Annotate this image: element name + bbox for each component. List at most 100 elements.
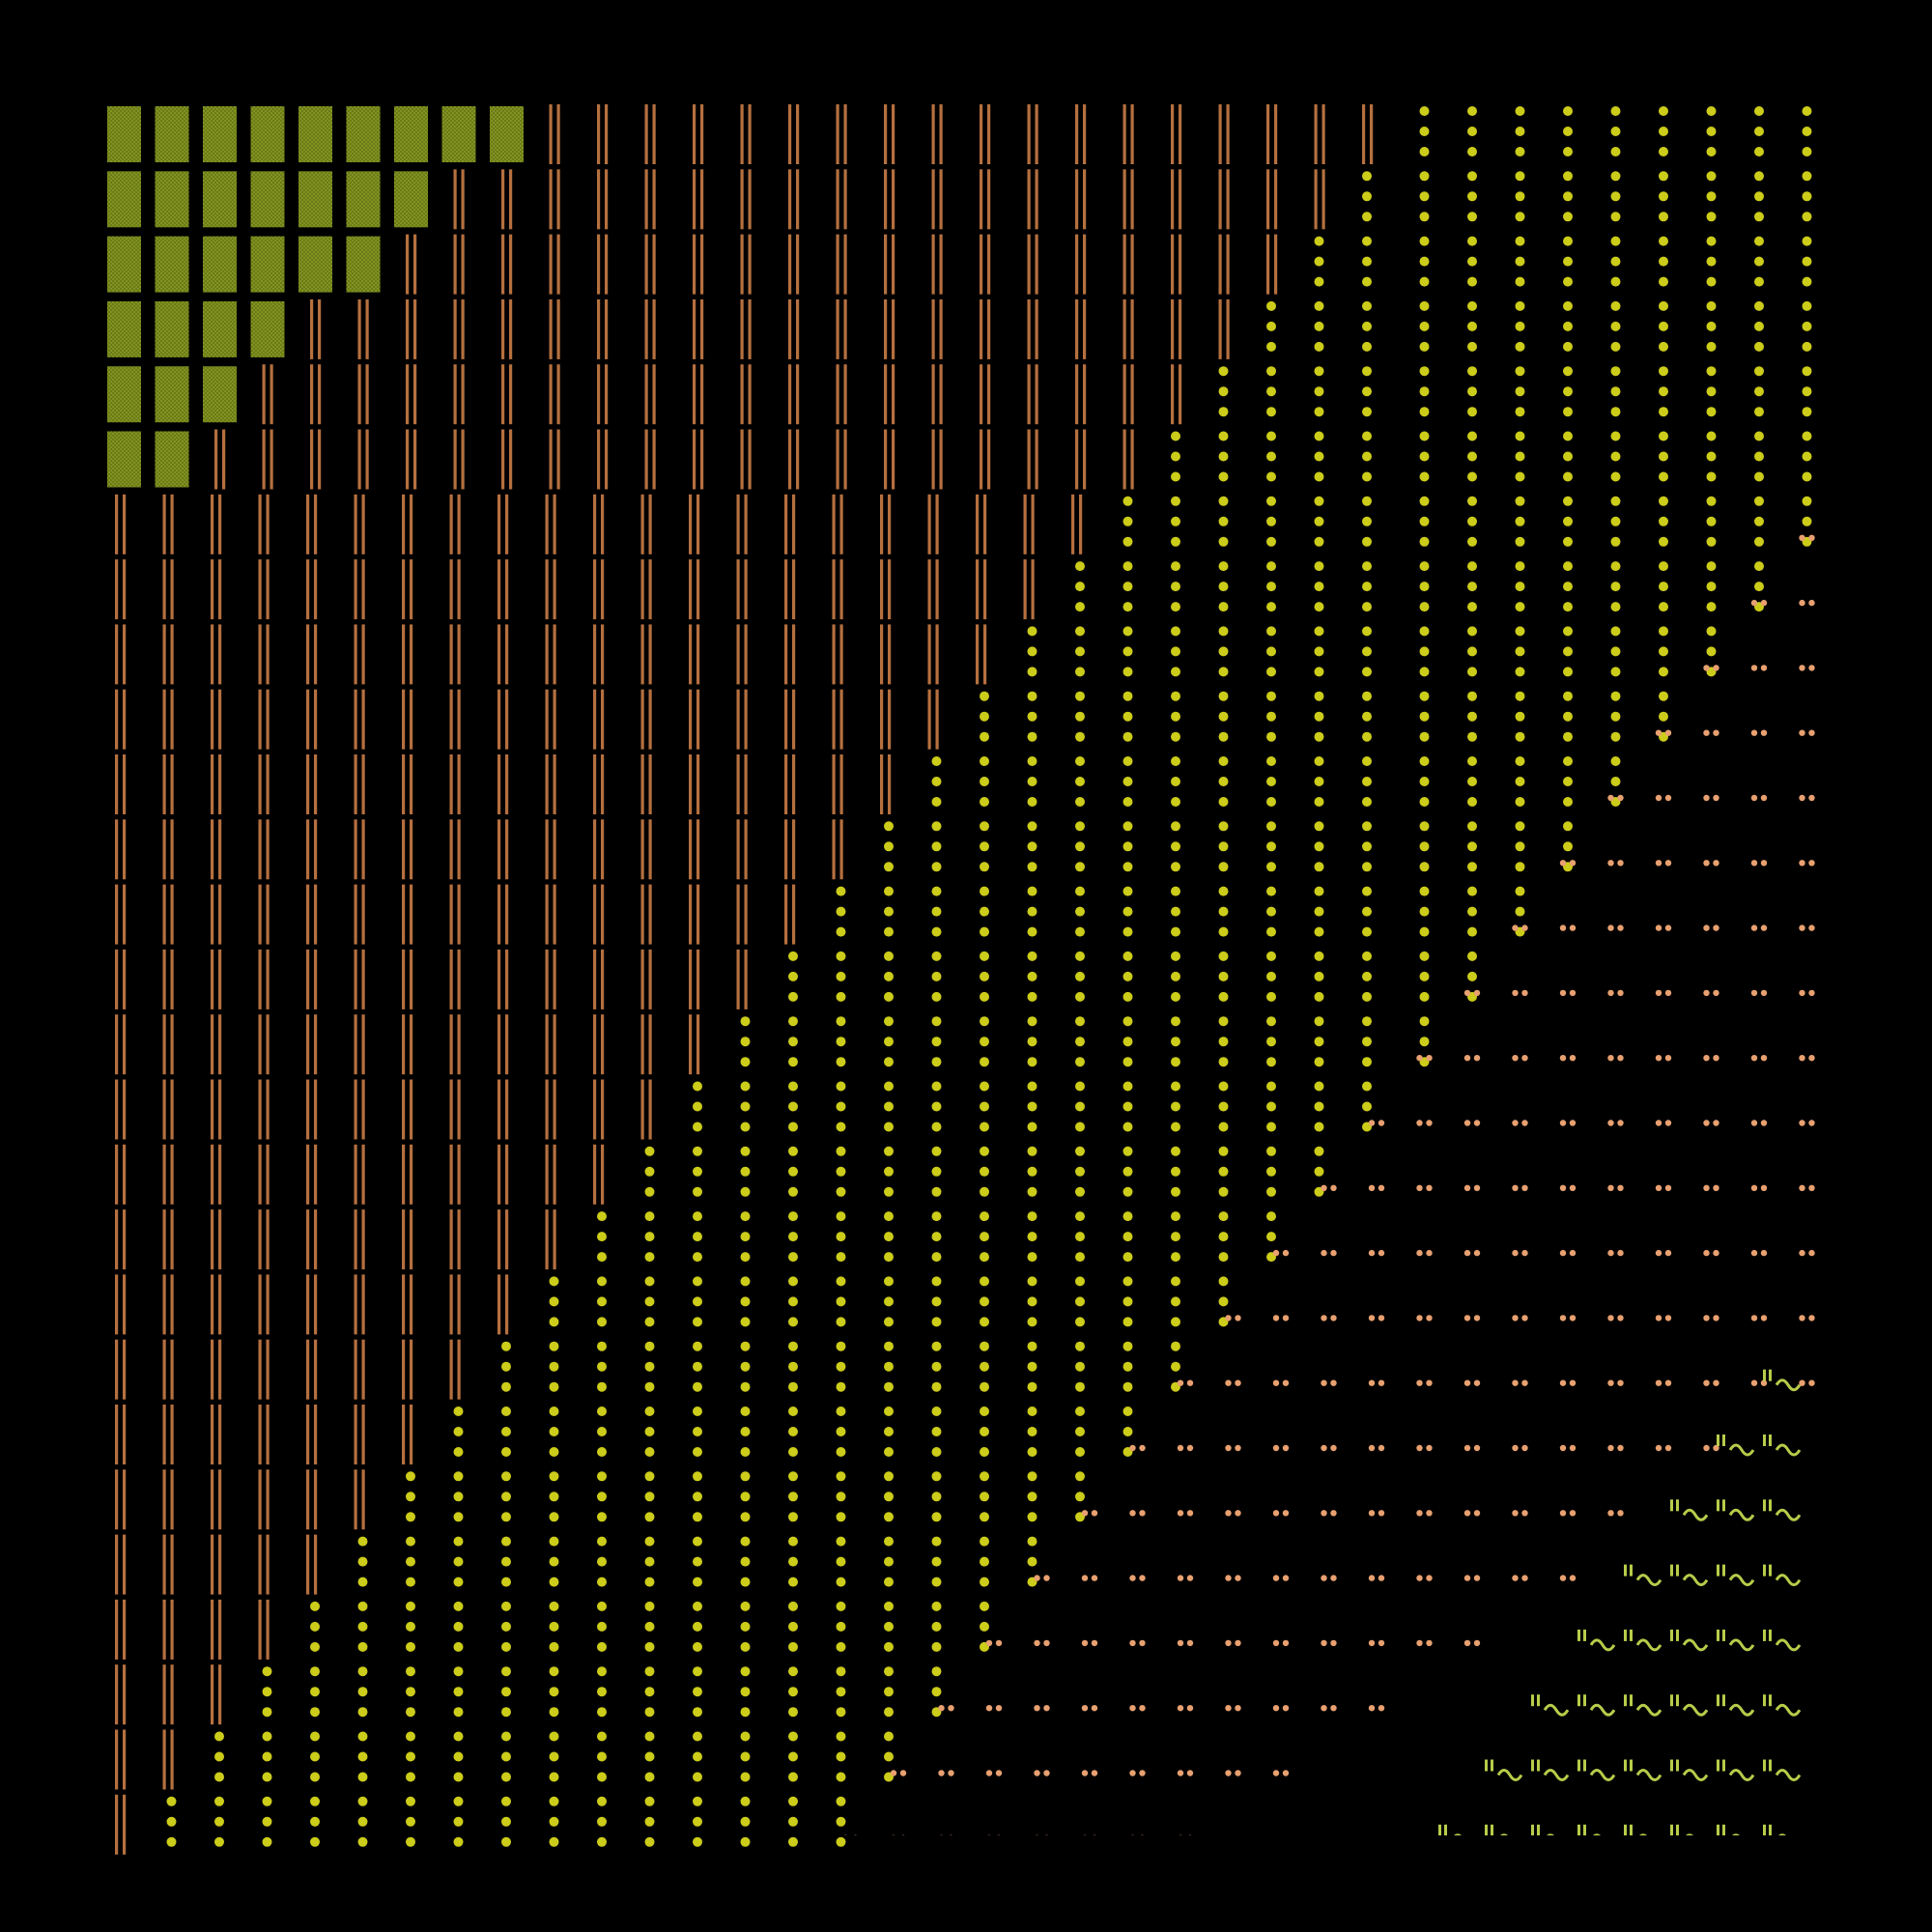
yellow-dot-column [357, 1666, 368, 1718]
yellow-dot-column [931, 1081, 942, 1132]
peach-dot-pair [1750, 665, 1768, 671]
peach-dot-pair [1177, 1379, 1194, 1386]
copper-bar [784, 819, 796, 880]
yellow-dot-column [1467, 756, 1477, 807]
yellow-dot-column [1419, 171, 1430, 222]
peach-dot-pair [1607, 1444, 1624, 1452]
copper-bar [262, 364, 273, 425]
olive-block [490, 106, 524, 162]
yellow-dot-column [931, 1016, 942, 1067]
copper-bar [306, 1014, 318, 1075]
wave-mark [1717, 1499, 1755, 1521]
copper-bar [980, 104, 991, 164]
copper-bar [640, 884, 652, 945]
copper-bar [258, 1144, 270, 1205]
yellow-dot-column [597, 1211, 607, 1263]
yellow-dot-column [1362, 431, 1372, 482]
yellow-dot-column [1171, 821, 1180, 872]
wave-mark [1717, 1824, 1740, 1835]
yellow-dot-column [1362, 951, 1372, 1002]
yellow-dot-column [1314, 951, 1324, 1002]
yellow-dot-column [693, 1211, 702, 1263]
yellow-dot-column [1659, 300, 1668, 352]
yellow-dot-column [884, 1341, 894, 1392]
yellow-dot-column [1218, 1081, 1229, 1132]
yellow-dot-column [310, 1666, 320, 1718]
yellow-dot-column [693, 1276, 702, 1327]
copper-bar [884, 169, 895, 230]
copper-bar [449, 1144, 461, 1205]
copper-bar [545, 949, 556, 1009]
copper-bar [593, 884, 605, 945]
yellow-dot-column [1610, 236, 1621, 287]
peach-dot-pair [1559, 1249, 1577, 1257]
peach-dot-pair [1607, 1249, 1624, 1257]
peach-dot-pair [1703, 860, 1719, 867]
yellow-dot-column [740, 1081, 751, 1132]
wave-mark [1438, 1824, 1462, 1835]
copper-bar [211, 1405, 222, 1464]
peach-dot-pair [985, 1705, 1003, 1712]
copper-bar [976, 559, 987, 620]
yellow-dot-column [1515, 691, 1525, 742]
yellow-dot-column [1659, 561, 1668, 612]
yellow-dot-column [980, 1146, 989, 1197]
yellow-dot-column [1802, 496, 1812, 547]
copper-bar [832, 624, 843, 685]
copper-bar [693, 234, 704, 295]
peach-dot-pair [1177, 1575, 1194, 1581]
copper-bar [115, 689, 127, 750]
yellow-dot-column [1754, 106, 1764, 156]
peach-dot-pair [1321, 1315, 1337, 1321]
yellow-dot-column [597, 1666, 607, 1718]
copper-bar [545, 1079, 556, 1140]
yellow-dot-column [693, 1146, 702, 1197]
copper-bar [354, 1405, 365, 1464]
copper-bar [306, 689, 318, 750]
copper-bar [306, 494, 318, 554]
yellow-dot-column [1171, 886, 1180, 937]
peach-dot-pair [1368, 1184, 1385, 1192]
copper-bar [597, 169, 609, 230]
yellow-dot-column [740, 1276, 751, 1327]
yellow-dot-column [1075, 1276, 1085, 1327]
copper-bar [980, 298, 991, 359]
peach-dot-pair [1225, 1770, 1241, 1776]
copper-bar [1075, 234, 1087, 295]
peach-dot-pair [1463, 989, 1481, 997]
peach-dotted-row-region [843, 534, 1815, 1835]
olive-block [107, 300, 141, 357]
yellow-dot-column [1362, 561, 1372, 612]
wave-mark [1763, 1824, 1786, 1835]
copper-bar [402, 754, 413, 814]
copper-bar [1023, 494, 1035, 554]
copper-bar [1171, 169, 1182, 230]
copper-bar [115, 1144, 127, 1205]
yellow-dot-column [1467, 236, 1477, 287]
peach-dot-pair [1799, 924, 1815, 931]
yellow-dot-column [836, 1536, 846, 1587]
yellow-dot-column [549, 1341, 559, 1392]
yellow-dot-column [1075, 691, 1085, 742]
yellow-dot-column [1218, 886, 1229, 937]
copper-bar [402, 1144, 413, 1205]
yellow-dot-column [1027, 1016, 1037, 1067]
peach-dot-pair [1655, 860, 1672, 867]
copper-bar [162, 884, 174, 945]
copper-bar [354, 1144, 365, 1205]
yellow-dot-column [1027, 1471, 1037, 1522]
yellow-dot-column [980, 691, 989, 742]
copper-bar [549, 364, 560, 425]
yellow-dot-column [1362, 1016, 1372, 1067]
copper-bar [927, 624, 939, 685]
olive-block [250, 300, 285, 357]
yellow-dot-column [1218, 1211, 1229, 1263]
copper-bar [211, 559, 222, 620]
copper-bar [354, 1469, 365, 1530]
copper-bar [258, 1014, 270, 1075]
yellow-dot-column [1122, 821, 1133, 872]
olive-block [298, 236, 332, 293]
yellow-dot-column [1075, 1341, 1085, 1392]
peach-dot-pair [1607, 989, 1624, 997]
peach-dot-pair [1512, 1510, 1528, 1517]
